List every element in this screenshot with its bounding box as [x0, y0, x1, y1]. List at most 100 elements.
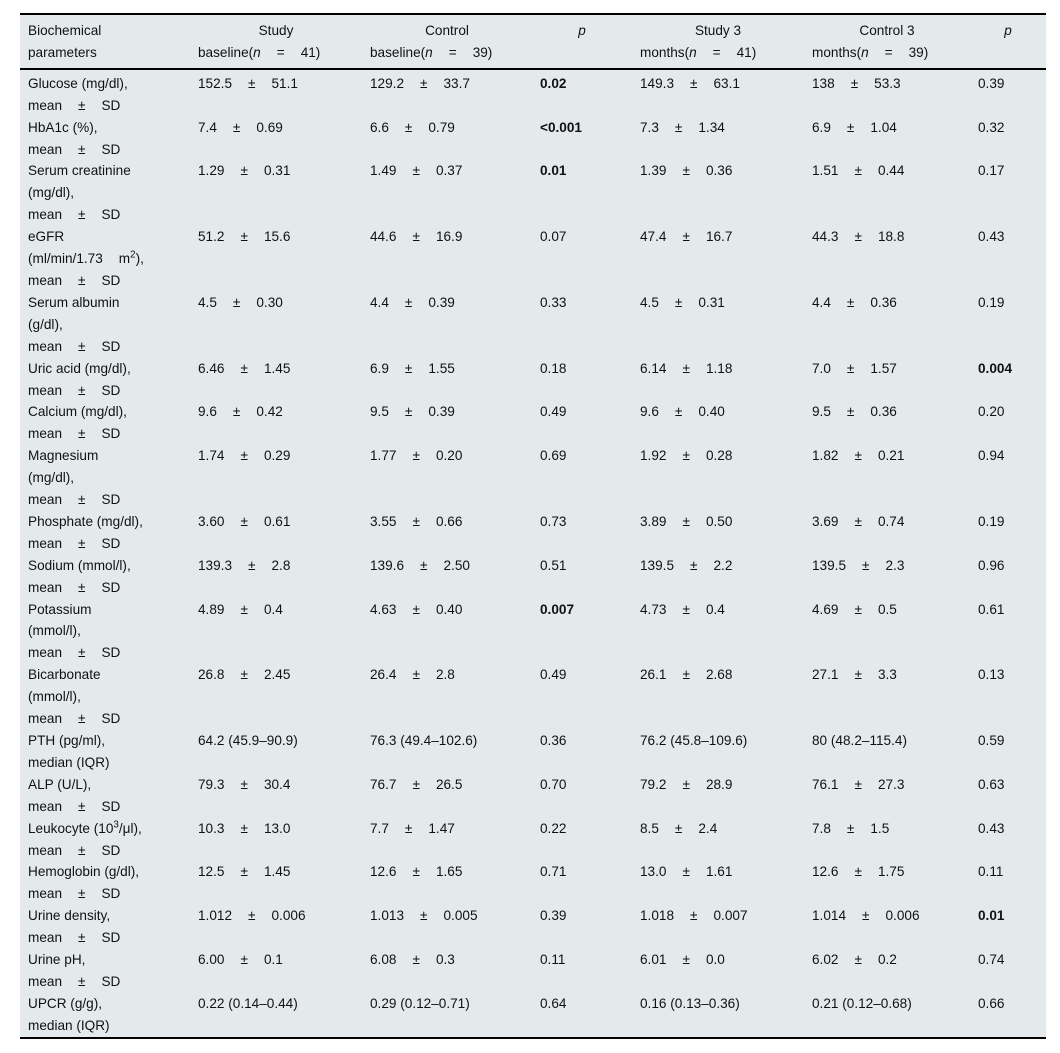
text-segment: 0.36: [705, 163, 733, 179]
value-line: 0.70: [540, 774, 624, 796]
text-segment: ±: [78, 973, 86, 989]
text-segment: 0.36: [540, 733, 567, 748]
text-segment: mean: [28, 535, 63, 551]
text-segment: 9.5: [812, 404, 831, 420]
text-segment: 0.006: [271, 908, 306, 924]
text-segment: 28.9: [705, 776, 733, 792]
value-line: 26.8 ±2.45: [198, 664, 354, 686]
col-header-control-3-4: Control 3 months(n = 39): [804, 14, 970, 70]
p-value-cell: 0.49: [532, 401, 632, 445]
value-line: 3.60 ±0.61: [198, 511, 354, 533]
value-cell: 4.4 ±0.36: [804, 292, 970, 358]
text-segment: ±: [240, 229, 248, 245]
parameter-cell: Phosphate (mg/dl), mean ± SD: [20, 511, 190, 555]
value-line: 152.5 ±51.1: [198, 73, 354, 95]
text-segment: ±: [674, 404, 683, 420]
text-segment: 3.60: [198, 513, 225, 529]
text-segment: ±: [682, 360, 690, 376]
table-row-serum-creatinine: Serum creatinine (mg/dl), mean ± SD 1.29 ±0.31…: [20, 160, 1046, 226]
text-segment: ±: [682, 776, 690, 792]
col-header-p-2: p: [532, 14, 632, 70]
text-segment: eGFR: [28, 229, 65, 245]
text-segment: UPCR (g/g),: [28, 995, 103, 1011]
text-segment: Sodium (mmol/l),: [28, 557, 131, 573]
text-segment: 4.4: [370, 294, 389, 310]
text-segment: ±: [846, 360, 855, 376]
value-line: 4.4 ±0.39: [370, 292, 524, 314]
text-segment: ±: [846, 119, 855, 135]
text-segment: 53.3: [874, 75, 901, 91]
p-value-cell: 0.64: [532, 993, 632, 1038]
p-value-cell: 0.22: [532, 818, 632, 862]
text-segment: 0.006: [885, 908, 920, 924]
text-segment: mean: [28, 842, 63, 858]
text-segment: Leukocyte (10: [28, 820, 114, 836]
parameter-line: Potassium: [28, 599, 182, 621]
value-cell: 80 (48.2–115.4): [804, 730, 970, 774]
table-row-uric-acid-mg-dl: Uric acid (mg/dl), mean ± SD 6.46 ±1.45 6.9 ±1.…: [20, 358, 1046, 402]
text-segment: 0.22: [540, 820, 567, 836]
value-line: 0.02: [540, 73, 624, 95]
value-line: 10.3 ±13.0: [198, 818, 354, 840]
text-segment: mean: [28, 272, 63, 288]
text-segment: ±: [404, 820, 413, 836]
value-cell: 26.8 ±2.45: [190, 664, 362, 730]
text-segment: 0.005: [443, 908, 478, 924]
value-cell: 138 ±53.3: [804, 69, 970, 117]
text-segment: 2.4: [698, 820, 718, 836]
value-line: 4.73 ±0.4: [640, 599, 796, 621]
text-segment: 79.3: [198, 776, 225, 792]
parameter-line: Magnesium: [28, 445, 182, 467]
p-value-cell: 0.004: [970, 358, 1046, 402]
value-line: 0.43: [978, 226, 1038, 248]
text-segment: ±: [78, 492, 86, 508]
text-segment: mean: [28, 338, 63, 354]
value-line: 51.2 ±15.6: [198, 226, 354, 248]
value-line: 0.20: [978, 401, 1038, 423]
text-segment: ±: [404, 404, 413, 420]
text-segment: 76.2 (45.8–109.6): [640, 733, 748, 748]
value-line: 79.2 ±28.9: [640, 774, 796, 796]
value-line: 76.7 ±26.5: [370, 774, 524, 796]
parameter-cell: Magnesium (mg/dl), mean ± SD: [20, 445, 190, 511]
text-segment: 0.49: [540, 404, 567, 420]
text-segment: SD: [101, 272, 121, 288]
value-line: 138 ±53.3: [812, 73, 962, 95]
table-row-hemoglobin-g-dl: Hemoglobin (g/dl), mean ± SD 12.5 ±1.45 12.6 ±1…: [20, 861, 1046, 905]
text-segment: SD: [101, 579, 121, 595]
text-segment: 129.2: [370, 75, 405, 91]
text-segment: 1.77: [370, 448, 397, 464]
text-segment: 1.75: [877, 864, 905, 880]
table-row-pth-pg-ml: PTH (pg/ml), median (IQR) 64.2 (45.9–90.9)…: [20, 730, 1046, 774]
text-segment: n: [425, 44, 433, 60]
text-segment: ±: [690, 75, 698, 91]
parameter-line: Uric acid (mg/dl),: [28, 358, 182, 380]
text-segment: 1.45: [263, 864, 291, 880]
text-segment: ±: [420, 557, 428, 573]
parameter-line: eGFR: [28, 226, 182, 248]
text-segment: months(: [812, 44, 862, 60]
text-segment: HbA1c (%),: [28, 119, 98, 135]
value-line: 0.49: [540, 664, 624, 686]
text-segment: mean: [28, 930, 63, 946]
text-segment: Glucose (mg/dl),: [28, 75, 128, 91]
value-line: 0.13: [978, 664, 1038, 686]
value-cell: 10.3 ±13.0: [190, 818, 362, 862]
text-segment: ±: [412, 163, 420, 179]
text-segment: 7.0: [812, 360, 831, 376]
value-cell: 4.89 ±0.4: [190, 599, 362, 665]
text-segment: ±: [78, 141, 86, 157]
p-value-cell: 0.63: [970, 774, 1046, 818]
table-row-phosphate-mg-dl: Phosphate (mg/dl), mean ± SD 3.60 ±0.61 3.55 ±0…: [20, 511, 1046, 555]
value-cell: 4.73 ±0.4: [632, 599, 804, 665]
text-segment: 3.89: [640, 513, 667, 529]
value-line: 27.1 ±3.3: [812, 664, 962, 686]
parameter-line: PTH (pg/ml),: [28, 730, 182, 752]
text-segment: mean: [28, 97, 63, 113]
parameter-line: (mg/dl),: [28, 182, 182, 204]
table-row-serum-albumin: Serum albumin (g/dl), mean ± SD 4.5 ±0.30 4.4 ±0…: [20, 292, 1046, 358]
value-line: 6.9 ±1.55: [370, 358, 524, 380]
text-segment: ±: [854, 864, 862, 880]
parameter-line: mean ± SD: [28, 927, 182, 949]
